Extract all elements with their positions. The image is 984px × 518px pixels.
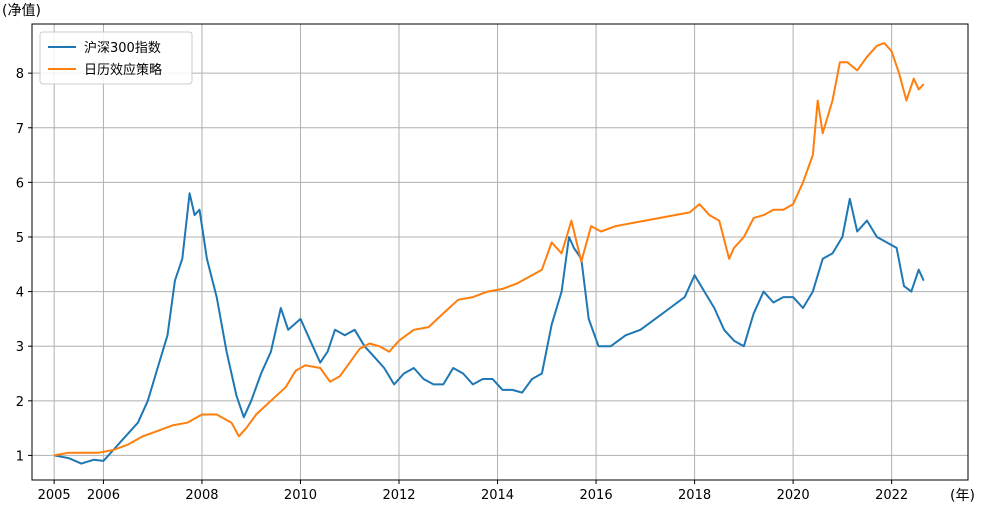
y-tick-label: 8 xyxy=(16,67,24,82)
y-tick-label: 3 xyxy=(16,340,24,355)
legend-label: 日历效应策略 xyxy=(84,62,162,78)
x-tick-label: 2020 xyxy=(777,488,810,503)
y-tick-label: 2 xyxy=(16,395,24,410)
ticks: 2005 2006 2008 2010 2012 2014 2016 2018 2020 2022… xyxy=(16,67,908,503)
x-tick-label: 2010 xyxy=(284,488,317,503)
x-tick-label: 2012 xyxy=(382,488,415,503)
y-tick-label: 7 xyxy=(16,122,24,137)
series-layer xyxy=(54,42,925,465)
legend-label: 沪深300指数 xyxy=(84,40,161,56)
series-line-1 xyxy=(54,192,925,465)
y-tick-label: 4 xyxy=(16,286,24,301)
x-tick-label: 2018 xyxy=(678,488,711,503)
x-tick-label: 2006 xyxy=(87,488,120,503)
legend-box xyxy=(39,31,193,85)
y-tick-label: 5 xyxy=(16,231,24,246)
grid xyxy=(32,24,968,480)
x-tick-label: 2016 xyxy=(580,488,613,503)
x-axis-label: (年) xyxy=(950,488,975,504)
x-tick-label: 2005 xyxy=(38,488,71,503)
plot-frame xyxy=(31,23,969,481)
x-tick-label: 2014 xyxy=(481,488,514,503)
series-line-2 xyxy=(54,42,925,457)
y-axis-label: (净值) xyxy=(2,3,41,19)
x-tick-label: 2008 xyxy=(185,488,218,503)
y-tick-label: 6 xyxy=(16,176,24,191)
x-tick-label: 2022 xyxy=(875,488,908,503)
y-tick-label: 1 xyxy=(16,449,24,464)
